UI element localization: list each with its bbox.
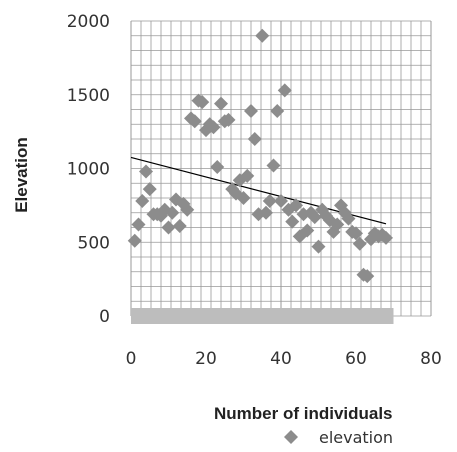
- data-point: [330, 217, 345, 232]
- zero-band-bar: [131, 308, 394, 324]
- data-point: [352, 236, 367, 251]
- data-point: [379, 230, 393, 245]
- zero-value-band: [131, 308, 394, 324]
- data-point: [195, 95, 210, 110]
- data-point: [307, 210, 322, 225]
- y-tick-label: 0: [99, 307, 110, 327]
- y-tick-label: 500: [78, 233, 110, 253]
- data-points: [127, 28, 393, 284]
- data-point: [187, 114, 202, 129]
- plot-grid: [130, 20, 432, 317]
- data-point: [172, 219, 187, 234]
- x-tick-label: 80: [420, 349, 442, 369]
- y-tick-label: 1000: [67, 160, 110, 180]
- data-point: [259, 205, 273, 220]
- data-point: [142, 182, 157, 197]
- data-point: [300, 223, 315, 238]
- data-point: [341, 211, 356, 226]
- legend-label: elevation: [319, 428, 393, 447]
- data-point: [244, 103, 258, 118]
- x-tick-labels: 0 20 40 60 80: [126, 349, 442, 369]
- y-tick-labels: 0 500 1000 1500 2000: [67, 12, 110, 327]
- data-point: [180, 202, 195, 217]
- x-tick-label: 60: [345, 349, 367, 369]
- data-point: [289, 198, 303, 213]
- y-tick-label: 1500: [67, 86, 110, 106]
- y-tick-label: 2000: [67, 12, 110, 32]
- data-point: [349, 226, 363, 241]
- data-point: [311, 239, 326, 254]
- data-point: [210, 160, 225, 175]
- data-point: [127, 233, 142, 248]
- data-point: [161, 220, 176, 235]
- data-point: [266, 158, 281, 173]
- data-point: [360, 269, 375, 284]
- data-point: [165, 205, 180, 220]
- data-point: [255, 28, 270, 43]
- data-point: [277, 83, 292, 98]
- data-point: [262, 193, 277, 208]
- data-point: [240, 168, 255, 183]
- data-point: [274, 193, 288, 208]
- data-point: [270, 103, 285, 118]
- data-point: [131, 217, 146, 232]
- x-tick-label: 0: [126, 349, 137, 369]
- x-tick-label: 20: [195, 349, 217, 369]
- y-axis-title: Elevation: [12, 137, 31, 213]
- data-point: [236, 191, 251, 205]
- legend: elevation: [284, 428, 393, 447]
- data-point: [214, 96, 228, 111]
- data-point: [135, 193, 150, 208]
- x-axis-title: Number of individuals: [214, 404, 393, 423]
- data-point: [221, 112, 236, 127]
- data-point: [247, 132, 262, 146]
- data-point: [139, 164, 153, 179]
- data-point: [206, 120, 221, 135]
- legend-diamond-marker: [284, 430, 298, 444]
- x-tick-label: 40: [270, 349, 292, 369]
- data-point: [285, 214, 300, 229]
